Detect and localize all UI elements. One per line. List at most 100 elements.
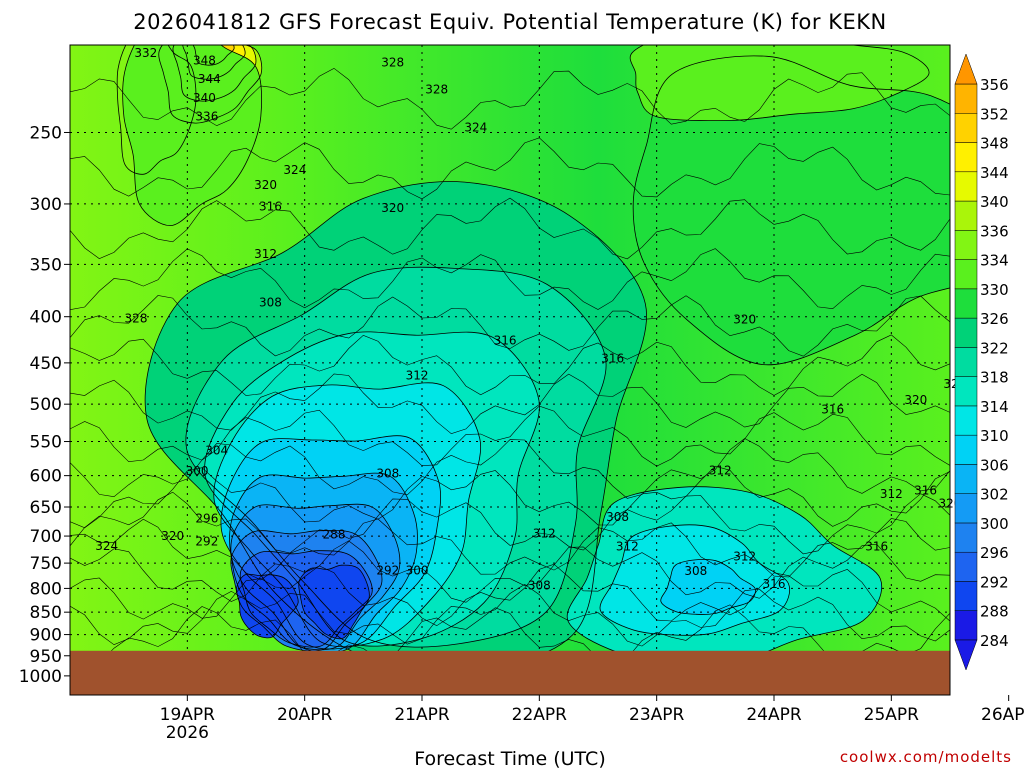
colorbar-swatch bbox=[954, 259, 978, 290]
contour-label: 328 bbox=[381, 55, 404, 69]
contour-line bbox=[70, 197, 950, 260]
colorbar: 284 288 292 296 300 302 306 310 314 318 322 326 330 3… bbox=[954, 53, 1009, 671]
contour-label: 308 bbox=[606, 510, 629, 524]
contour-line bbox=[220, 435, 441, 650]
colorbar-swatch bbox=[954, 522, 978, 553]
colorbar-label: 356 bbox=[980, 76, 1009, 94]
contour-line bbox=[70, 465, 950, 529]
contour-label: 316 bbox=[763, 577, 786, 591]
colorbar-label: 284 bbox=[980, 632, 1009, 650]
colorbar-swatch bbox=[954, 464, 978, 494]
contour-label: 300 bbox=[186, 464, 209, 478]
colorbar-label: 306 bbox=[980, 456, 1009, 474]
contour-line bbox=[70, 137, 950, 200]
contour-line bbox=[629, 45, 930, 122]
contour-label: 312 bbox=[709, 463, 732, 477]
contour-label: 320 bbox=[254, 178, 277, 192]
colorbar-swatch bbox=[954, 551, 978, 582]
x-tick-sublabel: 2026 bbox=[166, 723, 209, 743]
contour-line bbox=[158, 45, 263, 124]
contour-label: 336 bbox=[195, 109, 218, 123]
contour-label: 312 bbox=[533, 526, 556, 540]
x-tick-label: 25APR bbox=[864, 705, 920, 725]
contour-label: 312 bbox=[616, 540, 639, 554]
colorbar-label: 340 bbox=[980, 193, 1009, 211]
colorbar-label: 330 bbox=[980, 281, 1009, 299]
x-axis-label: Forecast Time (UTC) bbox=[414, 748, 605, 768]
contour-label: 308 bbox=[528, 578, 551, 592]
x-tick-label: 23APR bbox=[629, 705, 685, 725]
colorbar-swatch bbox=[954, 288, 978, 319]
contour-label: 324 bbox=[95, 539, 118, 553]
contour-label: 308 bbox=[684, 564, 707, 578]
contour-label: 316 bbox=[865, 540, 888, 554]
y-tick-label: 850 bbox=[30, 603, 62, 623]
colorbar-min-arrow bbox=[954, 639, 978, 671]
contour-line bbox=[70, 373, 950, 435]
contour-line bbox=[213, 382, 482, 648]
credit-text[interactable]: coolwx.com/modelts bbox=[840, 748, 1012, 766]
contour-label: 292 bbox=[376, 563, 399, 577]
colorbar-label: 310 bbox=[980, 427, 1009, 445]
x-tick-label: 20APR bbox=[277, 705, 333, 725]
contour-line bbox=[172, 45, 257, 102]
y-tick-label: 800 bbox=[30, 579, 62, 599]
contour-label: 348 bbox=[193, 53, 216, 67]
contour-line bbox=[632, 55, 950, 366]
ground-surface bbox=[70, 650, 950, 695]
x-tick-label: 21APR bbox=[394, 705, 450, 725]
colorbar-swatch bbox=[954, 83, 978, 114]
contour-label: 316 bbox=[821, 403, 844, 417]
contour-line bbox=[70, 334, 950, 396]
x-tick-label: 26APR bbox=[981, 705, 1024, 725]
colorbar-label: 288 bbox=[980, 603, 1009, 621]
field-region bbox=[122, 45, 262, 226]
contour-label: 316 bbox=[914, 483, 937, 497]
contour-line bbox=[239, 550, 373, 648]
y-tick-label: 1000 bbox=[19, 667, 62, 687]
contour-line bbox=[70, 604, 950, 667]
colorbar-swatch bbox=[954, 200, 978, 231]
contour-label: 312 bbox=[880, 487, 903, 501]
contour-label: 320 bbox=[733, 313, 756, 327]
colorbar-label: 352 bbox=[980, 105, 1009, 123]
colorbar-label: 344 bbox=[980, 164, 1009, 182]
y-tick-label: 950 bbox=[30, 647, 62, 667]
contour-label: 344 bbox=[198, 72, 221, 86]
contour-label: 320 bbox=[381, 201, 404, 215]
colorbar-swatch bbox=[954, 434, 978, 465]
contour-label: 328 bbox=[125, 312, 148, 326]
x-tick-label: 22APR bbox=[512, 705, 568, 725]
plot-area bbox=[70, 45, 950, 695]
colorbar-label: 336 bbox=[980, 222, 1009, 240]
contour-line bbox=[70, 584, 950, 647]
contour-line bbox=[230, 503, 401, 651]
colorbar-swatch bbox=[954, 317, 978, 348]
contour-label: 324 bbox=[283, 163, 306, 177]
contour-label: 320 bbox=[161, 529, 184, 543]
field-region bbox=[298, 565, 370, 639]
colorbar-swatch bbox=[954, 376, 978, 407]
colorbar-label: 322 bbox=[980, 339, 1009, 357]
contour-line bbox=[70, 67, 950, 130]
contour-label: 316 bbox=[494, 333, 517, 347]
y-tick-label: 750 bbox=[30, 554, 62, 574]
colorbar-label: 326 bbox=[980, 310, 1009, 328]
contour-line bbox=[192, 45, 235, 66]
colorbar-swatch bbox=[954, 493, 978, 524]
contour-label: 312 bbox=[406, 369, 429, 383]
contour-line bbox=[70, 405, 950, 467]
colorbar-max-arrow bbox=[954, 53, 978, 85]
x-tick-label: 24APR bbox=[746, 705, 802, 725]
colorbar-label: 348 bbox=[980, 135, 1009, 153]
contour-label: 304 bbox=[205, 444, 228, 458]
x-tick-label: 19APR bbox=[160, 705, 216, 725]
contour-line bbox=[204, 331, 540, 647]
colorbar-swatch bbox=[954, 171, 978, 202]
contour-label: 300 bbox=[406, 563, 429, 577]
colorbar-label: 318 bbox=[980, 369, 1009, 387]
y-tick-label: 400 bbox=[30, 308, 62, 328]
contour-line bbox=[599, 524, 791, 636]
colorbar-label: 296 bbox=[980, 544, 1009, 562]
